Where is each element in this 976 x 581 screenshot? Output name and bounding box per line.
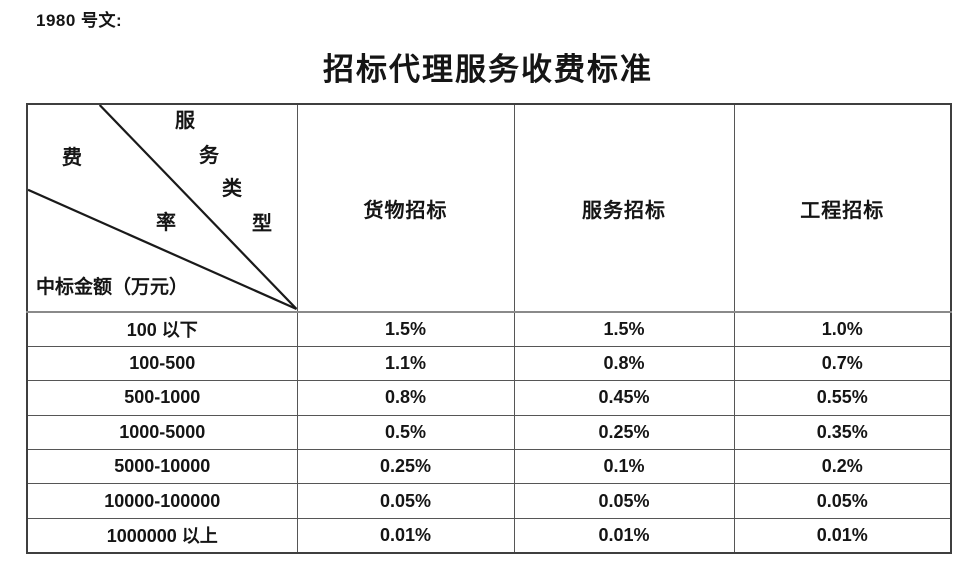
row-range-cell: 100-500 (26, 345, 298, 382)
fee-value-cell: 0.7% (733, 345, 952, 382)
corner-rate-char: 费 (62, 147, 82, 169)
row-range-cell: 10000-100000 (26, 483, 298, 519)
fee-value-cell: 0.8% (296, 380, 515, 416)
table-row: 500-1000 0.8% 0.45% 0.55% (26, 380, 952, 416)
table-row: 1000000 以上 0.01% 0.01% 0.01% (26, 517, 952, 554)
table-row: 100 以下 1.5% 1.5% 1.0% (26, 311, 952, 347)
row-range-cell: 5000-10000 (26, 449, 298, 485)
table-row: 100-500 1.1% 0.8% 0.7% (26, 345, 952, 382)
header-row: 服 务 类 型 费 率 中标金额（万元） 货物招标 服务招标 工程招标 (26, 103, 952, 313)
fee-value-cell: 1.5% (513, 311, 735, 347)
fee-value-cell: 0.1% (513, 449, 735, 485)
fee-value-cell: 0.55% (733, 380, 952, 416)
fee-value-cell: 0.05% (513, 483, 735, 519)
page-title: 招标代理服务收费标准 (323, 52, 653, 87)
corner-header-cell: 服 务 类 型 费 率 中标金额（万元） (26, 103, 298, 313)
fee-value-cell: 0.01% (733, 517, 952, 554)
fee-value-cell: 0.05% (296, 483, 515, 519)
corner-service-type-char: 务 (199, 145, 219, 167)
fee-value-cell: 0.5% (296, 414, 515, 451)
fee-value-cell: 0.2% (733, 449, 952, 485)
table-row: 1000-5000 0.5% 0.25% 0.35% (26, 414, 952, 451)
corner-amount-label: 中标金额（万元） (36, 277, 189, 298)
fee-value-cell: 0.25% (513, 414, 735, 451)
corner-rate-char: 率 (156, 212, 176, 234)
column-header-goods: 货物招标 (296, 103, 515, 313)
table-row: 10000-100000 0.05% 0.05% 0.05% (26, 483, 952, 519)
fee-value-cell: 0.01% (296, 517, 515, 554)
fee-value-cell: 0.45% (513, 380, 735, 416)
fee-table-container: 服 务 类 型 费 率 中标金额（万元） 货物招标 服务招标 工程招标 100 … (26, 103, 952, 554)
column-header-services: 服务招标 (513, 103, 735, 313)
fee-value-cell: 0.35% (733, 414, 952, 451)
row-range-cell: 1000000 以上 (26, 517, 298, 554)
corner-service-type-char: 型 (252, 213, 272, 235)
fee-value-cell: 1.1% (296, 345, 515, 382)
fee-value-cell: 0.05% (733, 483, 952, 519)
doc-number: 1980 号文: (36, 11, 123, 30)
fee-value-cell: 1.5% (296, 311, 515, 347)
row-range-cell: 100 以下 (26, 311, 298, 347)
column-header-engineering: 工程招标 (733, 103, 952, 313)
fee-value-cell: 1.0% (733, 311, 952, 347)
corner-service-type-char: 服 (175, 110, 195, 132)
table-row: 5000-10000 0.25% 0.1% 0.2% (26, 449, 952, 485)
fee-value-cell: 0.8% (513, 345, 735, 382)
row-range-cell: 1000-5000 (26, 414, 298, 451)
fee-value-cell: 0.01% (513, 517, 735, 554)
corner-service-type-char: 类 (222, 178, 242, 200)
fee-value-cell: 0.25% (296, 449, 515, 485)
fee-rate-table: 服 务 类 型 费 率 中标金额（万元） 货物招标 服务招标 工程招标 100 … (26, 103, 952, 554)
diagonal-divider-lines (28, 105, 296, 310)
row-range-cell: 500-1000 (26, 380, 298, 416)
